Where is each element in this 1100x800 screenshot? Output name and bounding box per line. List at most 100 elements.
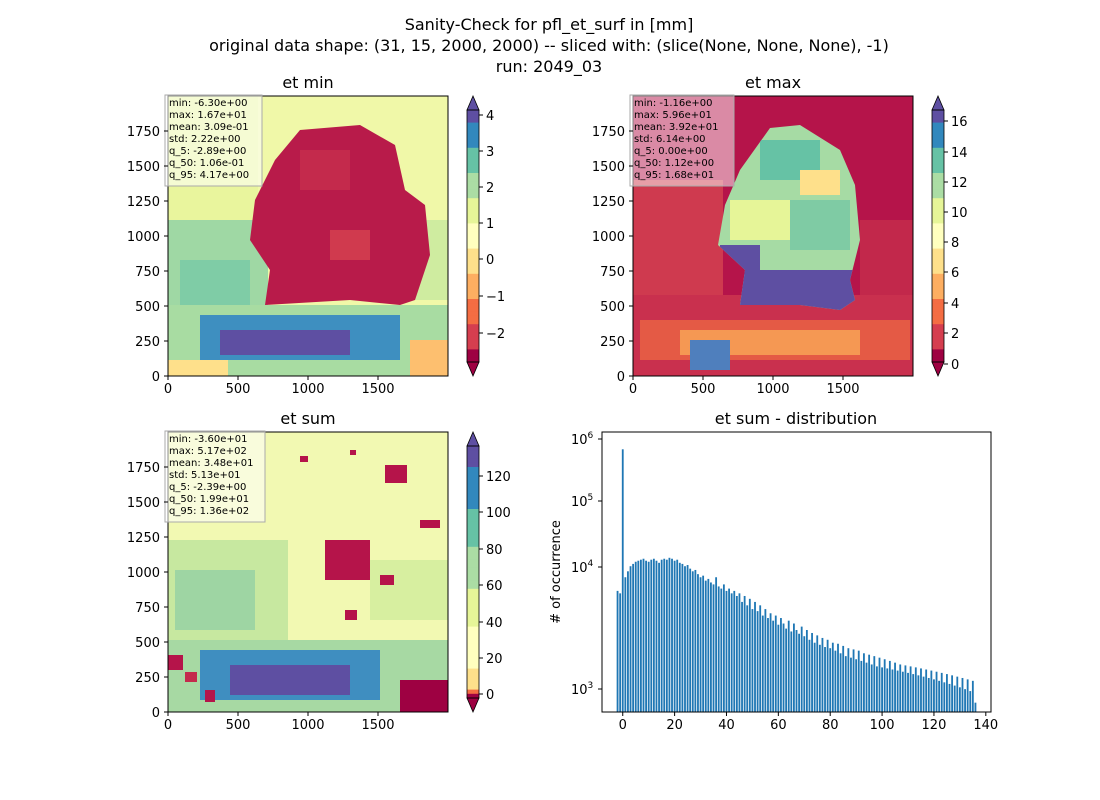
xaxis-et-min: 0 500 1000 1500 <box>164 376 395 397</box>
colorbar-segment <box>467 597 479 602</box>
hist-bar <box>896 670 899 712</box>
colorbar-segment <box>932 164 944 170</box>
hist-bar <box>857 650 860 712</box>
stats-et-min-0: min: -6.30e+00 <box>169 98 248 109</box>
colorbar-segment <box>467 656 479 661</box>
colorbar-segment <box>467 471 479 476</box>
stats-et-sum-1: max: 5.17e+02 <box>169 446 247 457</box>
hist-bar <box>678 562 681 712</box>
colorbar-segment <box>932 282 944 287</box>
ytick-et-min-7: 1750 <box>127 125 160 140</box>
colorbar-segment <box>467 206 479 212</box>
hist-bar <box>951 675 954 712</box>
colorbar-segment <box>932 311 944 317</box>
hist-bar <box>933 679 935 712</box>
ytick-et-max-7: 1750 <box>592 125 625 140</box>
colorbar-segment <box>932 324 944 329</box>
xtick-et-sum-0: 0 <box>164 718 172 733</box>
colorbar-segment <box>932 286 944 292</box>
colorbar-segment <box>467 576 479 581</box>
cbar-tick-et-sum-6: 120 <box>486 470 511 485</box>
hist-bar <box>684 566 686 712</box>
hist-bar <box>676 559 679 712</box>
cbar-tick-et-min-6: 4 <box>486 109 494 124</box>
hist-bar <box>974 702 977 712</box>
hist-bar <box>901 671 904 712</box>
colorbar-segment <box>932 181 944 187</box>
hist-bar <box>888 660 891 712</box>
colorbar-segment <box>467 215 479 220</box>
stats-et-min-1: max: 1.67e+01 <box>169 110 247 121</box>
stats-et-max-1: max: 5.96e+01 <box>634 110 712 121</box>
cbar-tick-et-max-7: 14 <box>951 146 968 161</box>
hist-bar <box>803 636 806 712</box>
colorbar-segment <box>467 534 479 539</box>
colorbar-segment <box>467 257 479 262</box>
colorbar-segment <box>932 143 944 149</box>
cbar-tick-et-sum-4: 80 <box>486 543 503 558</box>
colorbar-segment <box>467 231 479 237</box>
colorbar-segment <box>467 668 479 674</box>
colorbar-segment <box>467 551 479 556</box>
colorbar-segment <box>932 248 944 254</box>
colorbar-segment <box>467 189 479 195</box>
xtick-hist-5: 100 <box>870 718 895 733</box>
colorbar-segment <box>467 282 479 287</box>
colorbar-segment <box>467 651 479 657</box>
hist-bar <box>769 613 772 712</box>
hist-bar <box>873 656 876 712</box>
colorbar-segment <box>467 500 479 506</box>
ytick-et-sum-0: 0 <box>152 706 160 721</box>
colorbar-segment <box>467 639 479 644</box>
colorbar-segment <box>932 273 944 279</box>
colorbar-segment <box>467 672 479 678</box>
colorbar-segment <box>467 332 479 338</box>
colorbar-segment <box>467 588 479 594</box>
colorbar-segment <box>467 660 479 665</box>
cbar-tick-et-sum-3: 60 <box>486 579 503 594</box>
hist-bar <box>925 669 928 712</box>
hist-bar <box>839 653 842 712</box>
hist-bar <box>899 664 902 712</box>
cbar-tick-et-max-2: 4 <box>951 297 959 312</box>
panel-title-et-min: et min <box>282 73 333 92</box>
hist-bar <box>813 642 816 712</box>
colorbar-segment <box>932 160 944 166</box>
colorbar-segment <box>467 601 479 607</box>
hist-bars <box>616 449 977 712</box>
colorbar-segment <box>467 320 479 325</box>
hist-bar <box>787 620 790 712</box>
hist-bar <box>795 630 798 712</box>
cbar-tick-et-max-6: 12 <box>951 176 968 191</box>
colorbar-segment <box>932 215 944 220</box>
colorbar-segment <box>467 139 479 145</box>
ytick-et-min-6: 1500 <box>127 160 160 175</box>
colorbar-segment <box>467 622 479 628</box>
colorbar-segment <box>467 336 479 342</box>
figure-title: Sanity-Check for pfl_et_surf in [mm] ori… <box>209 15 889 77</box>
colorbar-segment <box>467 156 479 161</box>
ytick-et-sum-7: 1750 <box>127 461 160 476</box>
hist-bar <box>881 667 883 712</box>
cbar-tick-et-sum-2: 40 <box>486 616 503 631</box>
colorbar-segment <box>467 555 479 560</box>
hist-bar <box>964 689 966 712</box>
colorbar-segment <box>932 168 944 174</box>
stats-et-min-4: q_5: -2.89e+00 <box>169 146 246 157</box>
cbar-tick-et-max-4: 8 <box>951 236 959 251</box>
stats-et-max-0: min: -1.16e+00 <box>634 98 713 109</box>
hist-bar <box>805 630 808 712</box>
xtick-hist-2: 40 <box>718 718 735 733</box>
panel-title-et-max: et max <box>745 73 801 92</box>
stats-et-sum-6: q_95: 1.36e+02 <box>169 506 249 517</box>
colorbar-segment <box>932 114 944 119</box>
colorbar-segment <box>467 303 479 308</box>
colorbar-segment <box>932 240 944 245</box>
hist-bar <box>907 672 909 712</box>
ytick-et-sum-1: 250 <box>135 671 160 686</box>
colorbar-segment <box>467 567 479 573</box>
hist-xaxis: 0 20 40 60 80 100 120 140 <box>619 712 998 733</box>
colorbar-segment <box>932 189 944 195</box>
hist-bar <box>707 578 710 712</box>
colorbar-segment <box>932 299 944 304</box>
